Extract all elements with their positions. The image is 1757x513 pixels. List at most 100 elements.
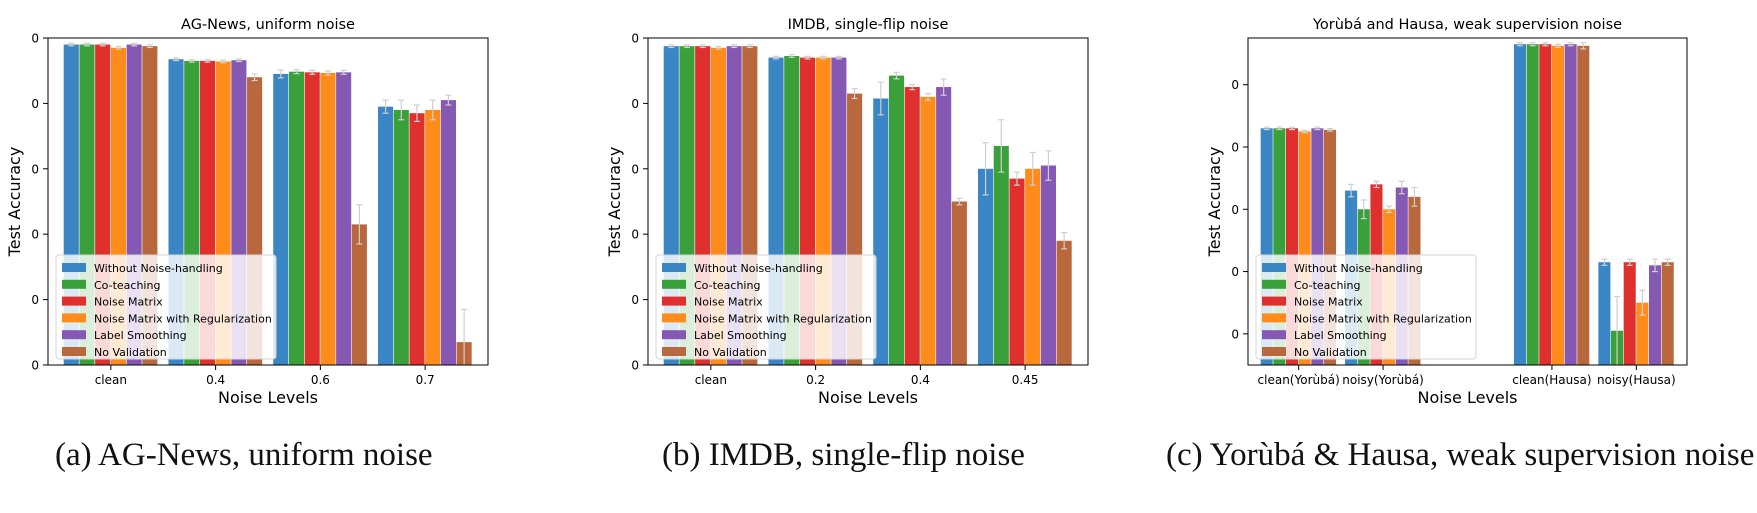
y-axis-label: Test Accuracy xyxy=(605,147,624,258)
y-tick-label: 0 xyxy=(31,32,39,46)
legend-swatch xyxy=(662,330,686,340)
legend-entry: Noise Matrix xyxy=(694,296,763,309)
bar xyxy=(1577,45,1590,365)
bar xyxy=(993,145,1009,365)
bar xyxy=(1598,262,1611,365)
y-tick-label: 0 xyxy=(1231,141,1239,155)
bar xyxy=(1025,168,1041,365)
bar xyxy=(288,71,305,366)
y-tick-label: 0 xyxy=(631,293,639,307)
chart-panel-2: 0 0 0 0 0 0 clean 0.2 0.4 0.45 IMDB, single-flip n… xyxy=(605,17,1089,407)
bar xyxy=(393,109,409,365)
legend-entry: Co-teaching xyxy=(94,279,160,292)
legend-entry: No Validation xyxy=(94,346,167,359)
x-axis-label: Noise Levels xyxy=(218,388,318,407)
legend-swatch xyxy=(62,330,86,340)
y-tick-label: 0 xyxy=(31,293,39,307)
legend-swatch xyxy=(62,347,86,356)
legend-swatch xyxy=(662,296,686,306)
legend: Without Noise-handling Co-teaching Noise M… xyxy=(655,254,877,360)
chart-panel-1: 0 0 0 0 0 0 clean 0.4 0.6 0.7 AG-News, uniform noi… xyxy=(5,17,489,407)
bar xyxy=(1661,262,1674,365)
legend-entry: Label Smoothing xyxy=(94,329,187,342)
axes-frame xyxy=(647,37,1089,366)
bar xyxy=(904,87,920,366)
bar xyxy=(1564,44,1577,365)
legend-entry: Noise Matrix xyxy=(94,296,163,309)
axes-frame xyxy=(47,37,489,366)
x-axis-label: Noise Levels xyxy=(1417,388,1517,407)
x-tick-label: clean(Yorùbá) xyxy=(1258,373,1340,387)
x-tick-label: 0.4 xyxy=(911,373,930,387)
legend-entry: Co-teaching xyxy=(1294,279,1360,292)
legend-swatch xyxy=(1262,313,1286,323)
x-tick-label: 0.7 xyxy=(416,373,435,387)
y-tick-label: 0 xyxy=(1231,265,1239,279)
legend-swatch xyxy=(1262,296,1286,306)
x-tick-label: noisy(Hausa) xyxy=(1597,373,1676,387)
legend: Without Noise-handling Co-teaching Noise M… xyxy=(55,254,277,360)
axes-frame xyxy=(1247,37,1688,366)
bar xyxy=(1636,302,1649,365)
bar xyxy=(1513,44,1526,365)
legend-swatch xyxy=(662,279,686,289)
legend-swatch xyxy=(1262,279,1286,289)
bar xyxy=(378,106,394,366)
x-tick-label: clean(Hausa) xyxy=(1512,373,1591,387)
legend-entry: Without Noise-handling xyxy=(1294,262,1423,275)
y-tick-label: 0 xyxy=(631,228,639,242)
x-axis-label: Noise Levels xyxy=(818,388,918,407)
legend-box xyxy=(55,254,277,360)
bar xyxy=(951,201,967,365)
bar xyxy=(978,168,994,365)
bar xyxy=(888,75,905,366)
legend-entry: Noise Matrix xyxy=(1294,296,1363,309)
legend-swatch xyxy=(62,296,86,306)
legend-entry: Noise Matrix with Regularization xyxy=(694,312,872,325)
y-tick-label: 0 xyxy=(631,97,639,111)
bar xyxy=(304,72,320,365)
x-tick-label: 0.4 xyxy=(206,373,225,387)
bar xyxy=(1526,44,1539,365)
legend-swatch xyxy=(662,313,686,323)
bar xyxy=(351,224,367,365)
caption-b: (b) IMDB, single-flip noise xyxy=(662,437,1025,473)
legend-swatch xyxy=(62,313,86,323)
y-tick-label: 0 xyxy=(631,162,639,176)
bar xyxy=(440,100,456,365)
bar xyxy=(1649,265,1662,365)
bar xyxy=(320,72,336,366)
legend-entry: Without Noise-handling xyxy=(694,262,823,275)
legend-entry: No Validation xyxy=(1294,346,1367,359)
legend-entry: Noise Matrix with Regularization xyxy=(94,312,272,325)
bar xyxy=(1539,44,1552,365)
bar xyxy=(336,72,352,365)
y-axis-label: Test Accuracy xyxy=(1205,147,1224,258)
legend-entry: Label Smoothing xyxy=(1294,329,1387,342)
x-tick-label: 0.45 xyxy=(1012,373,1039,387)
legend-box xyxy=(655,254,877,360)
legend-swatch xyxy=(62,263,86,272)
x-tick-label: noisy(Yorùbá) xyxy=(1342,373,1424,387)
y-tick-label: 0 xyxy=(1231,203,1239,217)
x-tick-label: clean xyxy=(695,373,727,387)
figure: 0 0 0 0 0 0 clean 0.4 0.6 0.7 AG-News, uniform noi… xyxy=(5,17,1688,407)
bar xyxy=(936,87,952,366)
bar xyxy=(1009,178,1025,365)
legend-entry: Noise Matrix with Regularization xyxy=(1294,312,1472,325)
chart-title: IMDB, single-flip noise xyxy=(788,17,949,33)
legend-swatch xyxy=(662,347,686,356)
legend-entry: No Validation xyxy=(694,346,767,359)
bar xyxy=(920,96,936,366)
legend-entry: Without Noise-handling xyxy=(94,262,223,275)
legend-swatch xyxy=(1262,263,1286,272)
y-axis-label: Test Accuracy xyxy=(5,147,24,258)
x-tick-label: 0.2 xyxy=(806,373,825,387)
y-tick-label: 0 xyxy=(1231,78,1239,92)
bar xyxy=(1040,165,1056,365)
legend-entry: Co-teaching xyxy=(694,279,760,292)
bar xyxy=(1551,45,1564,365)
legend-box xyxy=(1255,254,1477,360)
caption-c: (c) Yorùbá & Hausa, weak supervision noi… xyxy=(1166,437,1755,473)
legend-swatch xyxy=(1262,347,1286,356)
